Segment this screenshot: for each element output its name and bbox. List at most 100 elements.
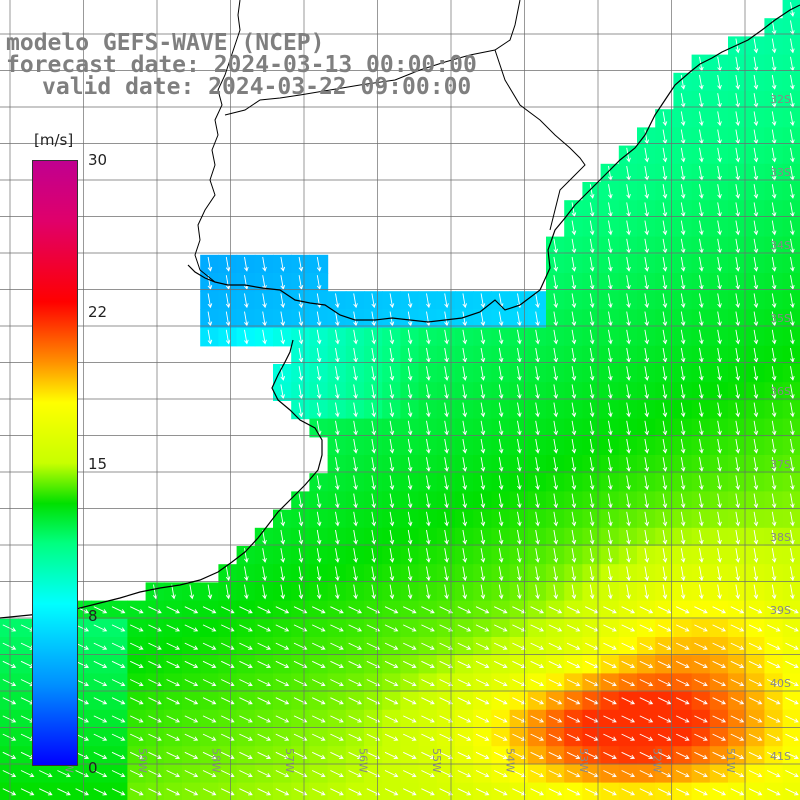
wind-arrow — [111, 697, 126, 705]
wind-arrow — [790, 566, 795, 582]
wind-arrow — [676, 715, 690, 723]
wind-cell — [218, 782, 238, 800]
wind-arrow — [553, 438, 559, 454]
wind-arrow — [407, 566, 413, 582]
wind-arrow — [444, 293, 449, 309]
wind-arrow — [498, 457, 504, 472]
wind-arrow — [644, 184, 650, 199]
wind-arrow — [571, 548, 577, 563]
wind-arrow — [657, 697, 672, 705]
wind-arrow — [184, 715, 199, 723]
wind-arrow — [239, 788, 253, 796]
wind-arrow — [608, 457, 613, 472]
wind-arrow — [239, 751, 253, 759]
wind-arrow — [626, 548, 631, 563]
wind-arrow — [494, 606, 508, 614]
wind-arrow — [753, 256, 759, 272]
wind-arrow — [771, 493, 777, 509]
wind-arrow — [639, 751, 654, 759]
wind-arrow — [790, 74, 795, 90]
wind-arrow — [348, 624, 363, 632]
wind-arrow — [111, 751, 126, 759]
wind-arrow — [644, 329, 650, 345]
wind-arrow — [353, 566, 358, 582]
wind-arrow — [571, 293, 577, 309]
wind-arrow — [330, 751, 344, 759]
wind-arrow — [608, 420, 613, 436]
wind-arrow — [680, 347, 686, 363]
wind-arrow — [280, 548, 286, 563]
wind-arrow — [221, 788, 235, 796]
wind-arrow — [262, 311, 267, 327]
wind-arrow — [566, 733, 581, 741]
wind-arrow — [330, 642, 344, 650]
wind-arrow — [771, 311, 777, 327]
wind-arrow — [566, 642, 581, 650]
wind-arrow — [753, 566, 759, 582]
wind-arrow — [2, 751, 17, 759]
wind-arrow — [790, 220, 795, 236]
wind-cell — [72, 782, 92, 800]
wind-arrow — [384, 606, 399, 614]
wind-arrow — [717, 402, 722, 418]
wind-arrow — [735, 548, 741, 563]
wind-arrow — [548, 770, 563, 778]
wind-arrow — [426, 420, 431, 436]
wind-cell — [691, 782, 711, 800]
wind-arrow — [475, 697, 490, 705]
wind-arrow — [717, 584, 722, 600]
wind-cell — [509, 782, 529, 800]
wind-arrow — [426, 584, 431, 600]
wind-arrow — [530, 624, 545, 632]
wind-arrow — [330, 733, 344, 741]
wind-arrow — [280, 311, 286, 327]
wind-arrow — [767, 624, 781, 632]
wind-arrow — [403, 788, 417, 796]
wind-arrow — [548, 606, 563, 614]
wind-arrow — [166, 770, 181, 778]
wind-arrow — [444, 529, 449, 545]
wind-arrow — [589, 511, 595, 527]
wind-arrow — [462, 548, 468, 563]
wind-arrow — [207, 293, 213, 309]
wind-arrow — [298, 566, 304, 582]
wind-arrow — [553, 548, 559, 563]
wind-arrow — [662, 347, 668, 363]
wind-arrow — [771, 275, 777, 290]
wind-arrow — [717, 384, 722, 400]
wind-arrow — [535, 566, 540, 582]
river-uruguay — [194, 0, 241, 283]
wind-arrow — [512, 660, 526, 668]
wind-arrow — [480, 493, 486, 509]
wind-cell — [54, 782, 74, 800]
wind-arrow — [753, 493, 759, 509]
wind-arrow — [717, 311, 722, 327]
wind-arrow — [494, 788, 508, 796]
wind-arrow — [608, 275, 613, 290]
wind-arrow — [626, 584, 631, 600]
wind-arrow — [403, 751, 417, 759]
wind-arrow — [512, 679, 526, 687]
wind-arrow — [699, 366, 704, 381]
wind-arrow — [790, 366, 795, 381]
wind-arrow — [790, 38, 795, 54]
wind-arrow — [166, 642, 181, 650]
wind-arrow — [389, 566, 395, 582]
wind-arrow — [130, 697, 144, 705]
wind-arrow — [626, 220, 631, 236]
wind-arrow — [2, 697, 17, 705]
wind-arrow — [530, 642, 545, 650]
wind-arrow — [735, 275, 741, 290]
wind-arrow — [316, 584, 322, 600]
wind-arrow — [589, 220, 595, 236]
wind-arrow — [571, 457, 577, 472]
wind-arrow — [603, 770, 617, 778]
wind-arrow — [384, 751, 399, 759]
wind-arrow — [748, 751, 763, 759]
wind-arrow — [767, 606, 781, 614]
wind-arrow — [111, 770, 126, 778]
wind-arrow — [316, 566, 322, 582]
wind-arrow — [280, 256, 286, 272]
wind-arrow — [403, 715, 417, 723]
wind-arrow — [353, 311, 358, 327]
